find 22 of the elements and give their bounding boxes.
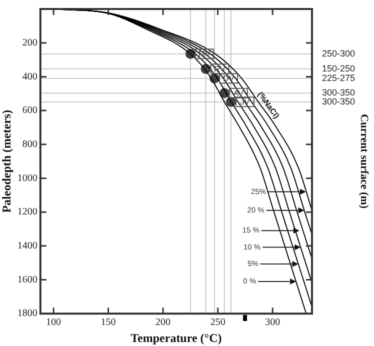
text: 150-250 [322,63,356,74]
text: 225-275 [322,72,356,83]
x-tick-label: 150 [100,317,116,328]
y-tick-label: 1000 [17,172,38,184]
y-tick-label: 400 [22,71,38,82]
text: 300-350 [322,96,356,106]
x-tick-label: 300 [265,317,280,328]
y-axis-title: Paleodepth (meters) [0,110,14,213]
y2-axis-title: Current surface (m) [358,114,370,209]
y-tick-label: 1600 [17,274,38,286]
y-tick-label: 200 [22,37,38,48]
x-tick-label: 100 [46,317,62,328]
y-tick-label: 1200 [17,206,38,218]
text: 300-350 [322,88,356,98]
x-tick-label: 200 [156,317,171,328]
x-axis-title: Temperature (°C) [130,330,222,345]
y-tick-label: 1800 [17,308,38,320]
y-tick-label: 600 [22,105,38,116]
x-tick-label: 250 [210,317,226,328]
text: 250-300 [322,48,356,58]
y-tick-label: 800 [22,139,38,150]
y-tick-label: 1400 [17,240,38,252]
